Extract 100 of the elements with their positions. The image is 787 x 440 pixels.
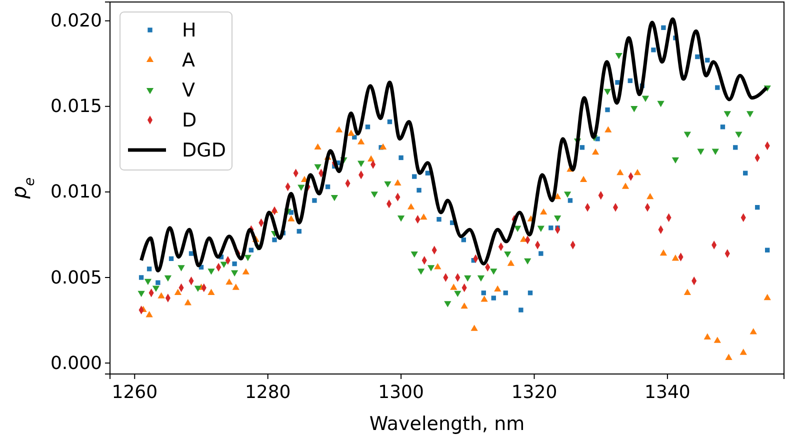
point (672, 254, 680, 261)
y-tick-label: 0.005 (50, 267, 102, 288)
point (697, 148, 704, 155)
point (454, 290, 462, 298)
point (230, 270, 238, 276)
point (220, 262, 228, 268)
point (412, 174, 417, 179)
x-tick-label: 1340 (644, 382, 690, 404)
point (524, 258, 532, 264)
point (528, 290, 533, 296)
point (630, 106, 638, 112)
point (164, 275, 172, 282)
point (490, 268, 498, 275)
point (464, 275, 472, 282)
point (336, 126, 343, 132)
point (764, 294, 771, 300)
point (615, 52, 622, 60)
point (481, 290, 486, 296)
point (242, 268, 250, 274)
legend-label: H (182, 20, 196, 42)
point (188, 251, 194, 256)
point (568, 198, 573, 203)
point (518, 308, 524, 312)
point (152, 286, 160, 292)
point (503, 290, 508, 296)
point (325, 184, 330, 190)
point (504, 251, 512, 258)
point (740, 348, 747, 355)
point (436, 216, 442, 222)
legend-label: V (182, 80, 195, 102)
point (314, 143, 322, 150)
point (735, 132, 742, 138)
point (232, 284, 240, 290)
point (480, 296, 488, 302)
point (672, 157, 680, 164)
point (156, 280, 160, 285)
point (684, 132, 691, 138)
point (312, 198, 317, 203)
x-axis-title: Wavelength, nm (369, 413, 525, 435)
point (146, 311, 153, 318)
point (715, 85, 720, 90)
point (514, 226, 522, 232)
point (352, 134, 357, 140)
point (368, 155, 375, 162)
point (330, 195, 338, 202)
point (365, 124, 370, 130)
point (642, 96, 650, 102)
point (750, 328, 757, 334)
point (755, 204, 760, 210)
point (288, 215, 295, 222)
point (657, 100, 664, 108)
point (628, 78, 632, 84)
point (434, 263, 442, 270)
point (520, 236, 528, 242)
point (450, 284, 458, 290)
point (604, 126, 612, 132)
point (144, 278, 152, 286)
point (387, 119, 392, 124)
point (398, 155, 404, 160)
point (714, 336, 721, 343)
point (417, 268, 425, 275)
point (427, 265, 435, 272)
point (548, 226, 554, 230)
point (397, 216, 405, 222)
point (592, 148, 600, 155)
y-tick-label: 0.015 (50, 96, 102, 118)
point (746, 111, 754, 118)
point (580, 145, 585, 150)
point (491, 296, 496, 300)
point (720, 124, 726, 130)
point (226, 278, 233, 285)
point (604, 88, 612, 96)
point (296, 228, 302, 234)
point (494, 285, 502, 292)
point (370, 192, 378, 198)
point (660, 249, 668, 256)
y-tick-label: 0.020 (50, 10, 102, 32)
point (416, 188, 422, 193)
point (138, 290, 145, 298)
point (651, 48, 656, 52)
point (661, 25, 666, 30)
point (538, 251, 544, 256)
point (394, 179, 402, 186)
point (208, 288, 215, 295)
x-tick-label: 1280 (244, 382, 291, 404)
point (507, 260, 514, 266)
point (646, 192, 654, 200)
point (358, 138, 365, 144)
point (168, 256, 174, 262)
point (537, 226, 544, 232)
point (712, 148, 719, 155)
legend-label: DGD (182, 140, 226, 162)
point (384, 181, 392, 188)
point (461, 238, 466, 242)
point (725, 354, 732, 360)
point (460, 302, 468, 309)
point (470, 324, 478, 331)
point (605, 107, 610, 112)
point (407, 203, 415, 210)
point (704, 333, 711, 340)
